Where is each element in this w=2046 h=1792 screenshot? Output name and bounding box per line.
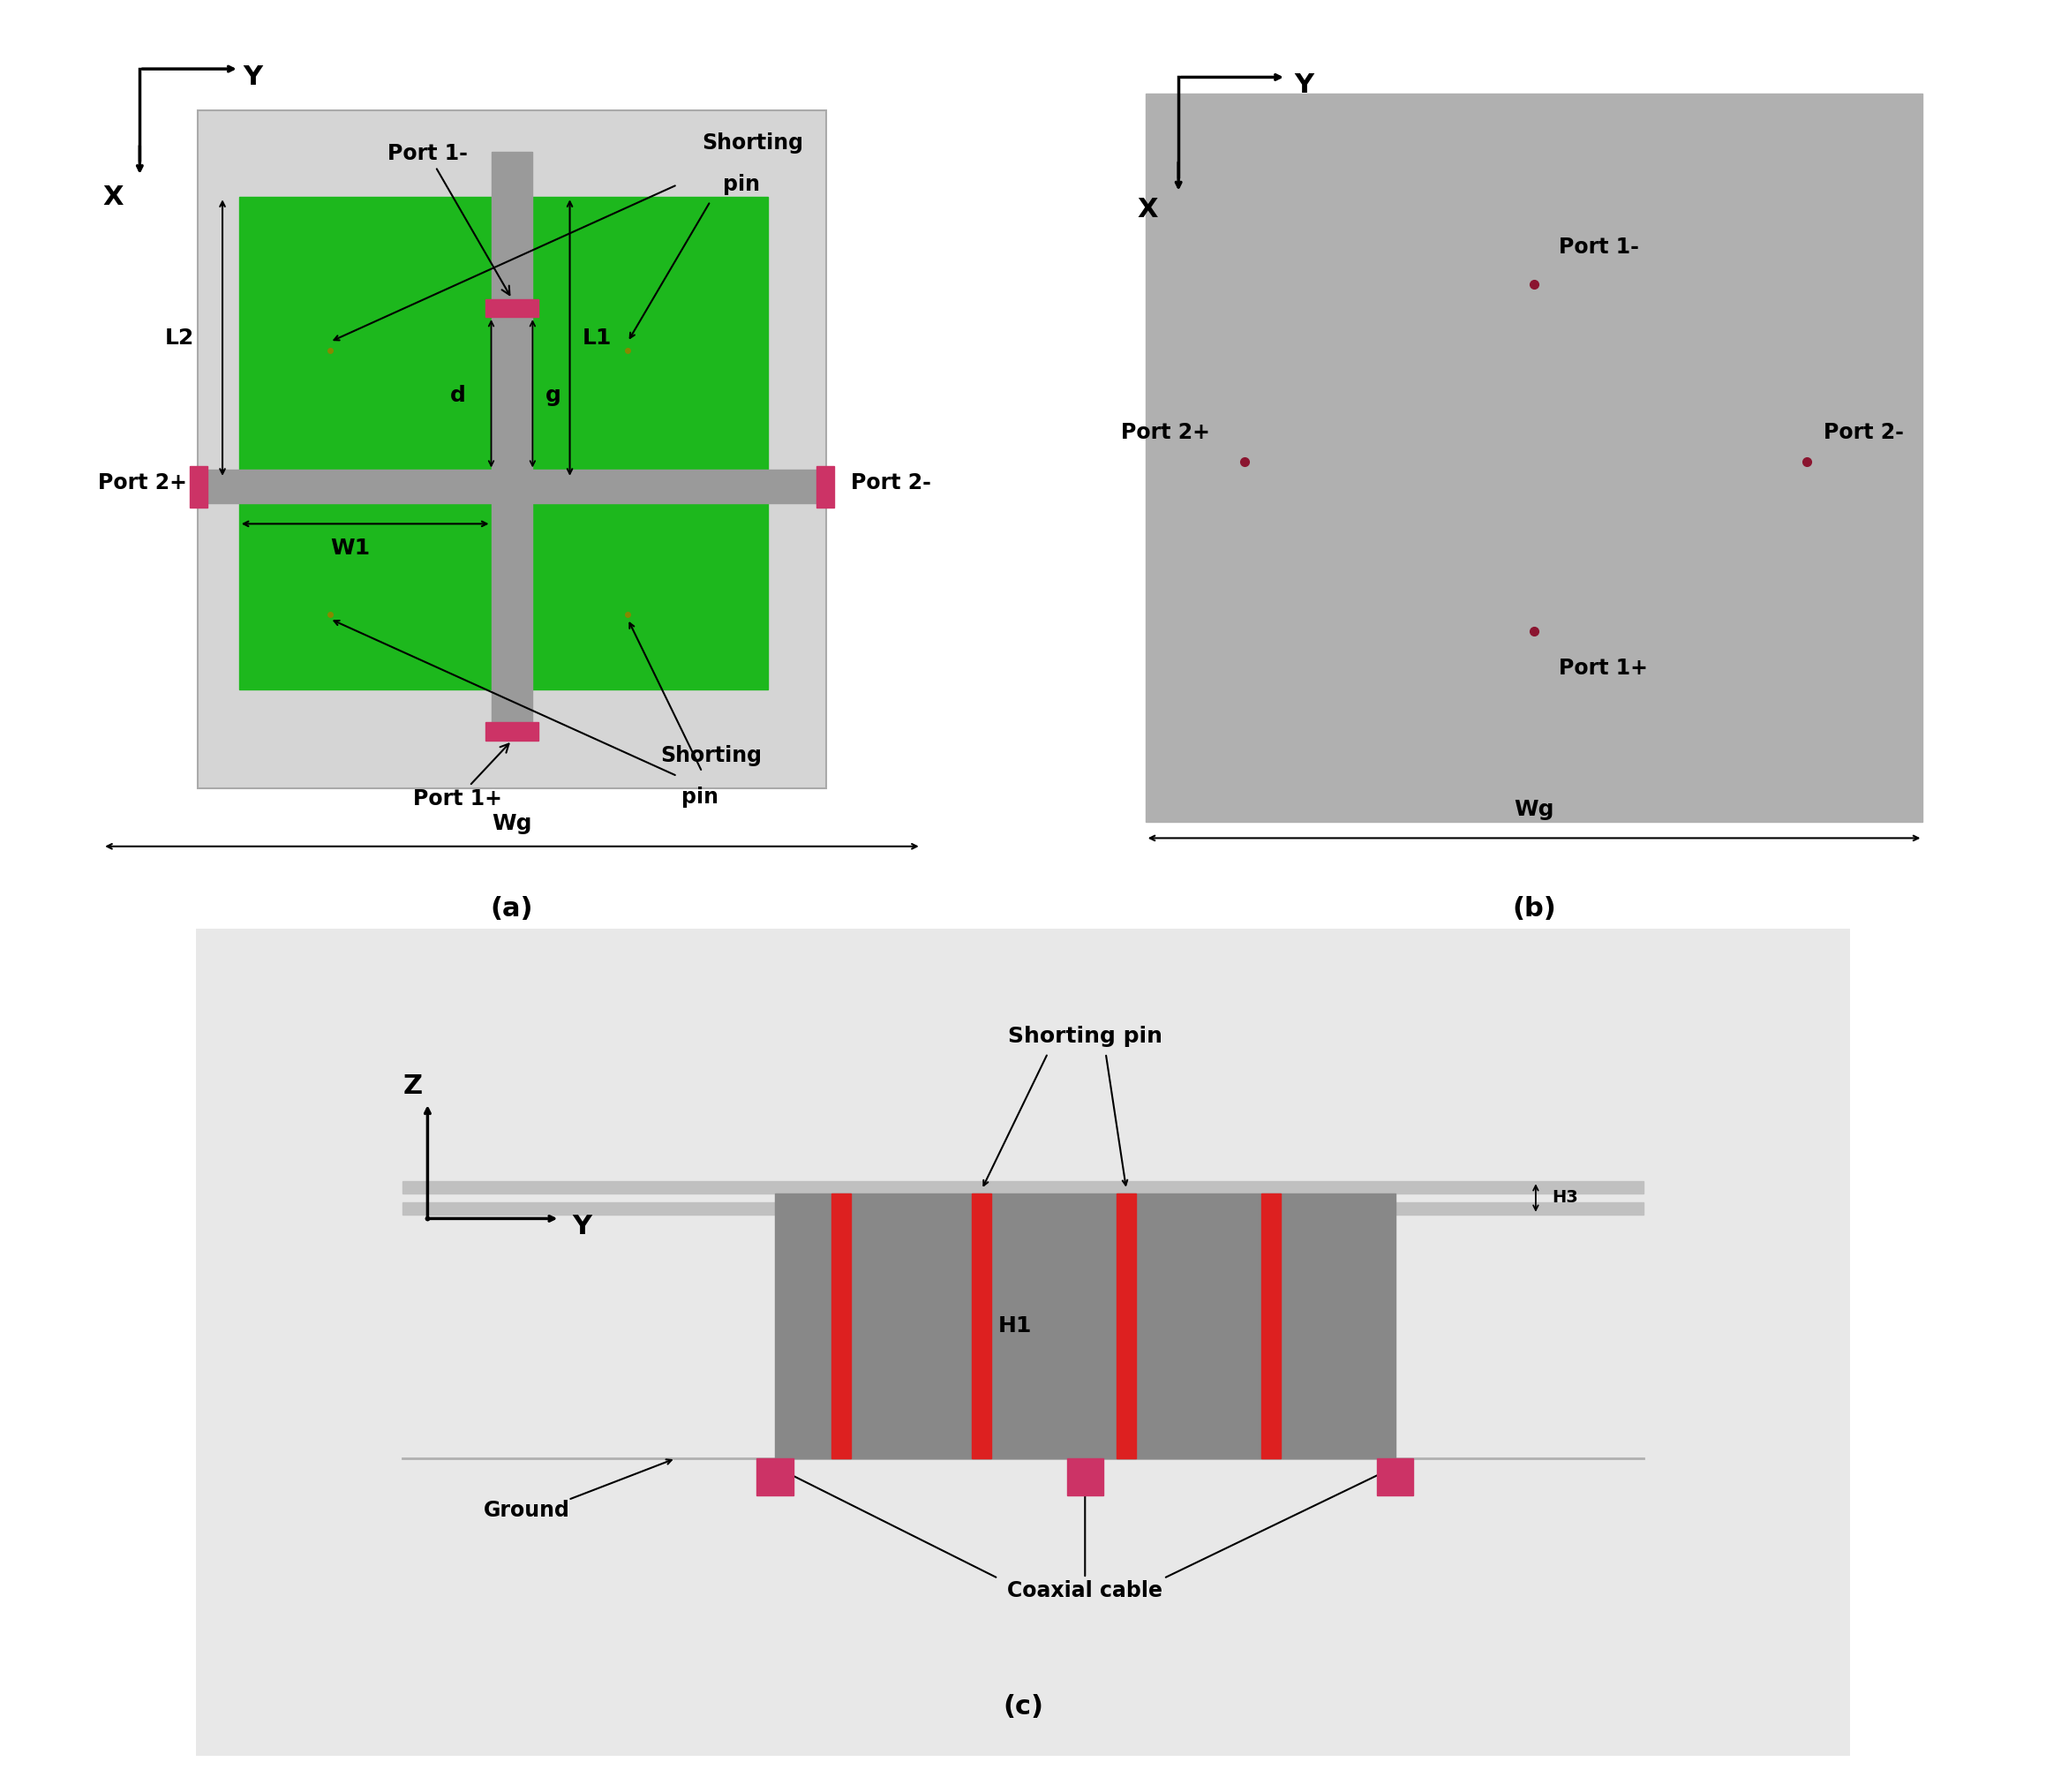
Bar xyxy=(485,722,538,740)
Text: d: d xyxy=(450,385,466,407)
Text: (c): (c) xyxy=(1003,1693,1043,1719)
Text: Wg: Wg xyxy=(1514,799,1555,819)
Bar xyxy=(403,1202,1643,1215)
Text: X: X xyxy=(1138,197,1158,222)
Bar xyxy=(775,1193,1395,1459)
Bar xyxy=(239,197,503,478)
Text: Coaxial cable: Coaxial cable xyxy=(1007,1581,1162,1602)
Bar xyxy=(491,152,532,738)
Text: Port 1-: Port 1- xyxy=(389,143,509,296)
Bar xyxy=(816,466,835,507)
Text: Shorting pin: Shorting pin xyxy=(1009,1027,1162,1047)
Text: H3: H3 xyxy=(1553,1190,1580,1206)
Bar xyxy=(403,1181,1643,1193)
Text: pin: pin xyxy=(681,787,718,808)
Bar xyxy=(239,478,503,690)
Bar xyxy=(190,466,207,507)
Text: Port 2-: Port 2- xyxy=(1823,423,1903,443)
Text: Ground: Ground xyxy=(483,1500,571,1521)
Text: Port 1+: Port 1+ xyxy=(1559,658,1647,679)
Text: H1: H1 xyxy=(998,1315,1031,1337)
Bar xyxy=(520,197,767,478)
Bar xyxy=(1117,1193,1136,1459)
Bar xyxy=(757,1459,794,1496)
Bar xyxy=(972,1193,992,1459)
Bar xyxy=(520,478,767,690)
Text: Z: Z xyxy=(403,1073,421,1098)
Text: Wg: Wg xyxy=(491,814,532,835)
Bar xyxy=(198,111,827,788)
Text: L1: L1 xyxy=(583,328,612,348)
Bar xyxy=(1146,93,1923,821)
Text: pin: pin xyxy=(722,174,759,195)
Bar xyxy=(1066,1459,1103,1496)
Bar xyxy=(485,299,538,317)
Text: L2: L2 xyxy=(164,328,194,348)
Bar xyxy=(831,1193,851,1459)
Bar xyxy=(198,470,827,504)
Text: Port 1-: Port 1- xyxy=(1559,237,1639,258)
Text: (a): (a) xyxy=(491,896,534,921)
Text: Y: Y xyxy=(1295,73,1314,99)
Text: W1: W1 xyxy=(329,538,370,559)
Text: Port 2+: Port 2+ xyxy=(98,471,188,493)
Text: Port 1+: Port 1+ xyxy=(413,744,509,810)
Bar xyxy=(1377,1459,1414,1496)
Text: Port 2-: Port 2- xyxy=(851,471,931,493)
Text: (b): (b) xyxy=(1512,896,1557,921)
Text: Shorting: Shorting xyxy=(702,133,804,154)
Text: Port 2+: Port 2+ xyxy=(1121,423,1209,443)
Text: g: g xyxy=(544,385,561,407)
Text: Y: Y xyxy=(243,65,262,90)
Bar xyxy=(1260,1193,1281,1459)
Text: Shorting: Shorting xyxy=(661,745,763,765)
Text: X: X xyxy=(102,185,123,210)
Text: Y: Y xyxy=(573,1213,591,1240)
